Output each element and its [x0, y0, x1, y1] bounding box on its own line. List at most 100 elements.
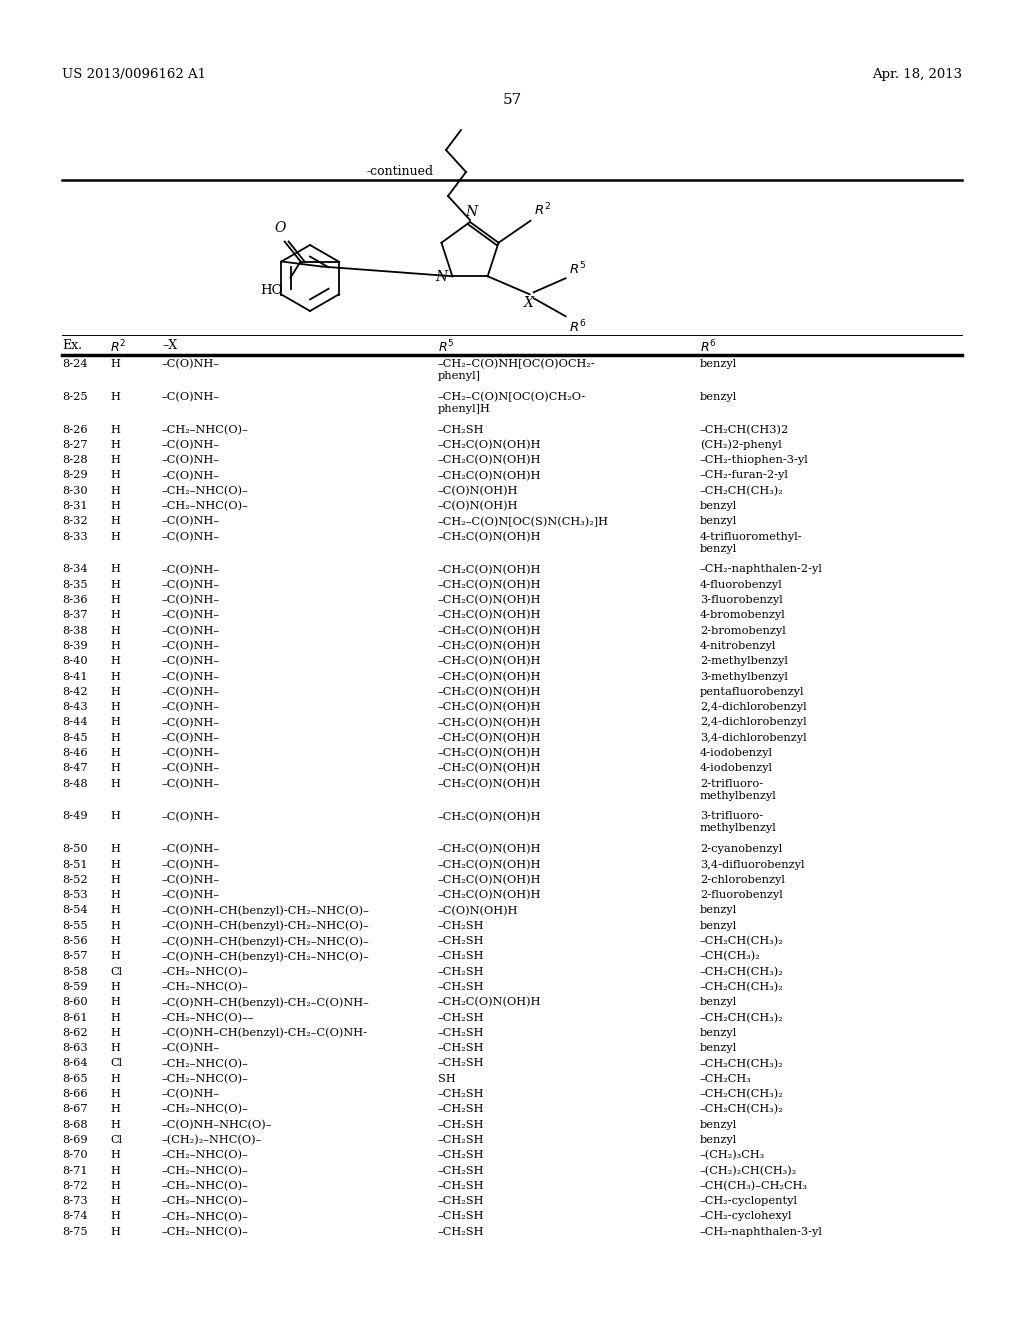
Text: –C(O)NH–: –C(O)NH– [162, 642, 220, 651]
Text: 8-73: 8-73 [62, 1196, 88, 1206]
Text: H: H [110, 686, 120, 697]
Text: –C(O)NH–: –C(O)NH– [162, 875, 220, 886]
Text: –CH₂C(O)N(OH)H: –CH₂C(O)N(OH)H [438, 763, 542, 774]
Text: –C(O)NH–: –C(O)NH– [162, 890, 220, 900]
Text: –(CH₂)₂CH(CH₃)₂: –(CH₂)₂CH(CH₃)₂ [700, 1166, 798, 1176]
Text: H: H [110, 1196, 120, 1206]
Text: H: H [110, 642, 120, 651]
Text: –CH₂C(O)N(OH)H: –CH₂C(O)N(OH)H [438, 440, 542, 450]
Text: 3,4-difluorobenzyl: 3,4-difluorobenzyl [700, 859, 805, 870]
Text: –C(O)NH–: –C(O)NH– [162, 440, 220, 450]
Text: 3,4-dichlorobenzyl: 3,4-dichlorobenzyl [700, 733, 807, 743]
Text: –CH₂SH: –CH₂SH [438, 1135, 484, 1144]
Text: H: H [110, 595, 120, 605]
Text: –CH₂SH: –CH₂SH [438, 1212, 484, 1221]
Text: –CH₂C(O)N(OH)H: –CH₂C(O)N(OH)H [438, 702, 542, 713]
Text: 2-bromobenzyl: 2-bromobenzyl [700, 626, 785, 636]
Text: –C(O)NH–: –C(O)NH– [162, 702, 220, 713]
Text: US 2013/0096162 A1: US 2013/0096162 A1 [62, 69, 206, 81]
Text: H: H [110, 1119, 120, 1130]
Text: –C(O)NH–: –C(O)NH– [162, 812, 220, 822]
Text: 8-53: 8-53 [62, 890, 88, 900]
Text: –C(O)NH–: –C(O)NH– [162, 595, 220, 606]
Text: –CH₂C(O)N(OH)H: –CH₂C(O)N(OH)H [438, 579, 542, 590]
Text: 8-75: 8-75 [62, 1226, 88, 1237]
Text: –C(O)NH–: –C(O)NH– [162, 718, 220, 727]
Text: H: H [110, 455, 120, 465]
Text: –CH(CH₃)–CH₂CH₃: –CH(CH₃)–CH₂CH₃ [700, 1181, 808, 1191]
Text: benzyl: benzyl [700, 502, 737, 511]
Text: H: H [110, 1105, 120, 1114]
Text: Cl: Cl [110, 966, 122, 977]
Text: 2,4-dichlorobenzyl: 2,4-dichlorobenzyl [700, 718, 807, 727]
Text: benzyl: benzyl [700, 998, 737, 1007]
Text: H: H [110, 440, 120, 450]
Text: $R^5$: $R^5$ [568, 260, 586, 277]
Text: –CH₂C(O)N(OH)H: –CH₂C(O)N(OH)H [438, 686, 542, 697]
Text: –C(O)N(OH)H: –C(O)N(OH)H [438, 906, 518, 916]
Text: –C(O)N(OH)H: –C(O)N(OH)H [438, 486, 518, 496]
Text: H: H [110, 763, 120, 774]
Text: 8-26: 8-26 [62, 425, 88, 434]
Text: 8-49: 8-49 [62, 812, 88, 821]
Text: 8-41: 8-41 [62, 672, 88, 681]
Text: –CH₂SH: –CH₂SH [438, 1059, 484, 1068]
Text: –CH₂-cyclohexyl: –CH₂-cyclohexyl [700, 1212, 793, 1221]
Text: H: H [110, 936, 120, 946]
Text: 2-fluorobenzyl: 2-fluorobenzyl [700, 890, 782, 900]
Text: 8-68: 8-68 [62, 1119, 88, 1130]
Text: benzyl: benzyl [700, 1028, 737, 1038]
Text: 2-chlorobenzyl: 2-chlorobenzyl [700, 875, 784, 884]
Text: benzyl: benzyl [700, 1135, 737, 1144]
Text: –CH₂–NHC(O)–: –CH₂–NHC(O)– [162, 502, 249, 511]
Text: –C(O)NH–: –C(O)NH– [162, 470, 220, 480]
Text: –CH₂C(O)N(OH)H: –CH₂C(O)N(OH)H [438, 718, 542, 727]
Text: 8-31: 8-31 [62, 502, 88, 511]
Text: –CH₂SH: –CH₂SH [438, 1119, 484, 1130]
Text: 8-44: 8-44 [62, 718, 88, 727]
Text: –CH₂SH: –CH₂SH [438, 1166, 484, 1176]
Text: 8-38: 8-38 [62, 626, 88, 636]
Text: –CH₂CH(CH₃)₂: –CH₂CH(CH₃)₂ [700, 936, 783, 946]
Text: H: H [110, 1089, 120, 1100]
Text: 8-52: 8-52 [62, 875, 88, 884]
Text: –CH(CH₃)₂: –CH(CH₃)₂ [700, 952, 761, 962]
Text: H: H [110, 748, 120, 758]
Text: –CH₂C(O)N(OH)H: –CH₂C(O)N(OH)H [438, 672, 542, 682]
Text: –CH₂C(O)N(OH)H: –CH₂C(O)N(OH)H [438, 845, 542, 854]
Text: H: H [110, 516, 120, 527]
Text: H: H [110, 565, 120, 574]
Text: benzyl: benzyl [700, 359, 737, 370]
Text: –CH₂SH: –CH₂SH [438, 425, 484, 434]
Text: H: H [110, 672, 120, 681]
Text: 8-60: 8-60 [62, 998, 88, 1007]
Text: benzyl: benzyl [700, 516, 737, 527]
Text: H: H [110, 982, 120, 993]
Text: –CH₂SH: –CH₂SH [438, 966, 484, 977]
Text: 8-69: 8-69 [62, 1135, 88, 1144]
Text: H: H [110, 718, 120, 727]
Text: benzyl: benzyl [700, 921, 737, 931]
Text: 2-methylbenzyl: 2-methylbenzyl [700, 656, 787, 667]
Text: H: H [110, 875, 120, 884]
Text: –C(O)NH–: –C(O)NH– [162, 392, 220, 403]
Text: –CH₂-furan-2-yl: –CH₂-furan-2-yl [700, 470, 788, 480]
Text: –CH₂C(O)N(OH)H: –CH₂C(O)N(OH)H [438, 642, 542, 651]
Text: –CH₂–NHC(O)–: –CH₂–NHC(O)– [162, 486, 249, 496]
Text: –CH₂SH: –CH₂SH [438, 1012, 484, 1023]
Text: –C(O)NH–: –C(O)NH– [162, 779, 220, 789]
Text: H: H [110, 502, 120, 511]
Text: 3-trifluoro-
methylbenzyl: 3-trifluoro- methylbenzyl [700, 812, 777, 833]
Text: –X: –X [162, 339, 177, 352]
Text: 8-51: 8-51 [62, 859, 88, 870]
Text: H: H [110, 1028, 120, 1038]
Text: 3-fluorobenzyl: 3-fluorobenzyl [700, 595, 782, 605]
Text: 8-28: 8-28 [62, 455, 88, 465]
Text: 8-45: 8-45 [62, 733, 88, 743]
Text: 8-67: 8-67 [62, 1105, 88, 1114]
Text: –CH₂C(O)N(OH)H: –CH₂C(O)N(OH)H [438, 626, 542, 636]
Text: H: H [110, 1150, 120, 1160]
Text: H: H [110, 359, 120, 370]
Text: –C(O)NH–: –C(O)NH– [162, 359, 220, 370]
Text: 8-55: 8-55 [62, 921, 88, 931]
